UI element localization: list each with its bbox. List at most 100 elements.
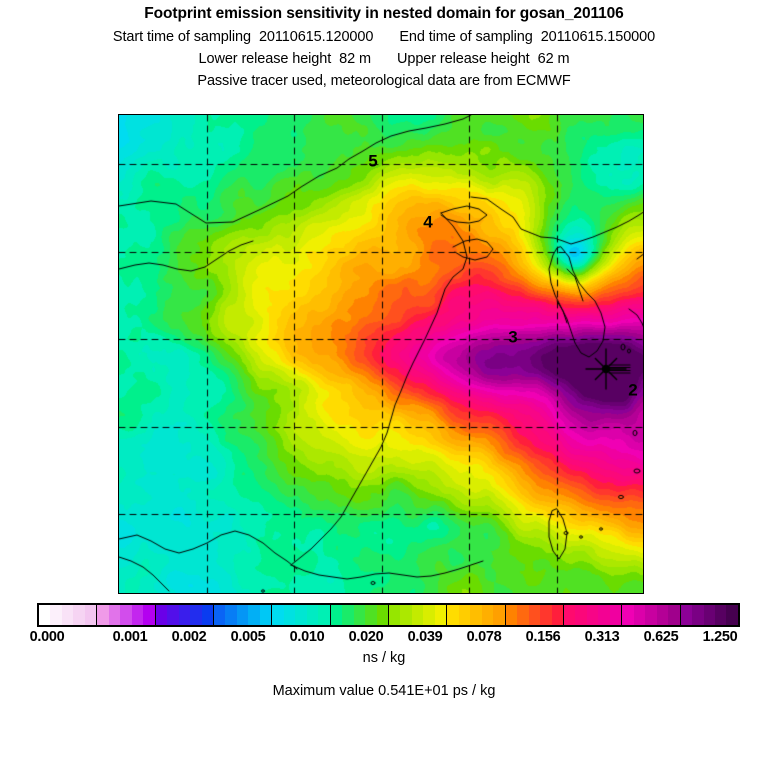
colorbar-tick-2: 0.002 [171,629,207,645]
colorbar-step [353,605,366,625]
map-annotation-overlay: 5 4 3 2 [119,115,643,593]
colorbar-step [178,605,191,625]
colorbar-step [330,605,343,625]
colorbar-step [50,605,62,625]
colorbar-step [622,605,634,625]
colorbar-step [470,605,482,625]
colorbar-step [61,605,74,625]
colorbar-step [283,605,296,625]
colorbar-step [167,605,179,625]
colorbar-step [376,605,388,625]
colorbar-tick-11: 1.250 [702,629,738,645]
colorbar-step [73,605,85,625]
colorbar-step [248,605,260,625]
colorbar-step [108,605,121,625]
colorbar-step [84,605,97,625]
colorbar-step [225,605,237,625]
colorbar-segment-2 [155,605,214,625]
colorbar-segment-4 [272,605,331,625]
start-time-label: Start time of sampling [112,29,251,45]
colorbar-step [668,605,680,625]
colorbar-step [551,605,563,625]
colorbar-step [609,605,622,625]
colorbar-step [633,605,646,625]
colorbar-step [190,605,202,625]
colorbar-segment-10 [622,605,681,625]
colorbar [37,603,740,627]
start-time-value: 20110615.120000 [258,29,374,45]
colorbar-step [259,605,272,625]
colorbar-step [272,605,284,625]
colorbar-step [97,605,109,625]
colorbar-step [213,605,226,625]
footprint-map-panel: 5 4 3 2 [118,114,644,594]
colorbar-step [715,605,727,625]
colorbar-step [400,605,412,625]
colorbar-segment-0 [39,605,98,625]
colorbar-segment-8 [505,605,564,625]
colorbar-tick-5: 0.020 [348,629,384,645]
colorbar-step [342,605,354,625]
colorbar-step [295,605,307,625]
colorbar-step [318,605,330,625]
colorbar-step [703,605,716,625]
colorbar-segment-11 [680,605,738,625]
colorbar-step [505,605,518,625]
colorbar-step [423,605,435,625]
colorbar-unit-label: ns / kg [362,650,406,666]
colorbar-step [155,605,168,625]
header-block: Footprint emission sensitivity in nested… [0,0,768,89]
upper-release-value: 62 m [537,51,570,67]
maximum-value-label: Maximum value 0.541E+01 ps / kg [272,683,496,699]
colorbar-tick-4: 0.010 [289,629,325,645]
footprint-field-canvas [119,115,643,593]
colorbar-tick-10: 0.625 [643,629,679,645]
colorbar-step [131,605,144,625]
colorbar-step [365,605,377,625]
colorbar-tick-8: 0.156 [525,629,561,645]
colorbar-step [201,605,213,625]
colorbar-tick-labels: 0.000 0.001 0.002 0.005 0.010 0.020 0.039 0.078… [0,629,768,647]
colorbar-step [575,605,587,625]
colorbar-segment-3 [213,605,273,625]
lower-release-label: Lower release height [198,51,332,67]
colorbar-step [236,605,249,625]
colorbar-tick-3: 0.005 [230,629,266,645]
colorbar-segment-7 [447,605,506,625]
colorbar-step [458,605,471,625]
colorbar-step [306,605,319,625]
colorbar-step [120,605,132,625]
colorbar-tick-1: 0.001 [112,629,148,645]
sampling-time-line: Start time of sampling 20110615.120000 End… [0,29,768,45]
contour-label-4: 4 [423,212,433,232]
colorbar-segment-9 [563,605,623,625]
colorbar-segment-6 [388,605,448,625]
colorbar-step [493,605,505,625]
lower-release-value: 82 m [339,51,371,67]
colorbar-step [481,605,494,625]
colorbar-tick-6: 0.039 [407,629,443,645]
contour-label-3: 3 [508,327,518,347]
colorbar-step [39,605,51,625]
colorbar-step [563,605,576,625]
tracer-meteo-line: Passive tracer used, meteorological data… [197,73,571,89]
colorbar-step [434,605,447,625]
colorbar-step [447,605,459,625]
colorbar-segment-5 [330,605,389,625]
colorbar-step [692,605,704,625]
colorbar-step [388,605,401,625]
colorbar-step [656,605,669,625]
colorbar-step [143,605,155,625]
end-time-value: 20110615.150000 [540,29,656,45]
colorbar-tick-0: 0.000 [29,629,65,645]
release-height-line: Lower release height 82 m Upper release he… [0,51,768,67]
colorbar-tick-7: 0.078 [466,629,502,645]
colorbar-step [598,605,610,625]
end-time-label: End time of sampling [399,29,533,45]
colorbar-step [411,605,424,625]
contour-label-2: 2 [628,380,638,400]
colorbar-step [680,605,693,625]
colorbar-step [540,605,552,625]
colorbar-step [586,605,599,625]
colorbar-step [517,605,529,625]
